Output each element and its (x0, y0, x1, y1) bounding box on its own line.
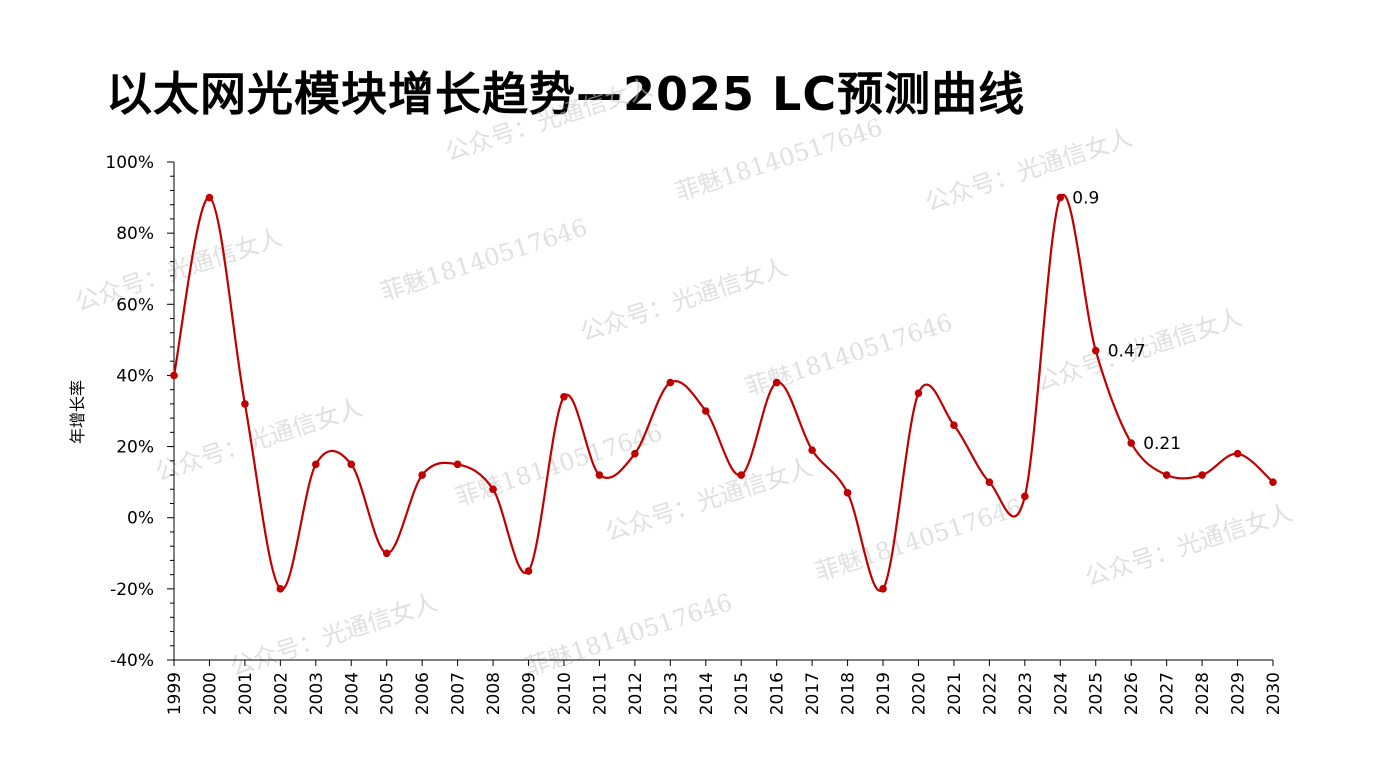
y-tick-label: 40% (116, 366, 154, 386)
data-label: 0.47 (1108, 342, 1146, 362)
x-tick-label: 2025 (1087, 672, 1107, 715)
x-tick-label: 2028 (1193, 672, 1213, 715)
data-labels: 0.9 0.47 0.21 (1072, 189, 1181, 454)
data-point (879, 585, 887, 593)
x-tick-label: 2021 (945, 672, 965, 715)
data-point (950, 421, 958, 430)
data-point (312, 460, 320, 469)
y-tick-label: -20% (110, 580, 154, 600)
x-tick-label: 2024 (1051, 672, 1071, 715)
chart-title: 以太网光模块增长趋势—2025 LC预测曲线 (106, 67, 1026, 121)
data-point (737, 471, 746, 479)
x-tick-label: 2016 (768, 672, 788, 715)
x-tick-label: 2026 (1122, 672, 1142, 715)
x-tick-label: 2009 (520, 672, 540, 715)
data-point (276, 585, 285, 593)
data-point (843, 489, 852, 497)
x-tick-label: 2020 (909, 672, 929, 715)
y-tick-label: 20% (116, 438, 154, 458)
data-point (241, 400, 249, 408)
data-point (1021, 492, 1029, 501)
data-label: 0.21 (1143, 434, 1181, 454)
axes (167, 161, 1274, 666)
x-tick-label: 2008 (484, 672, 504, 715)
data-points (170, 193, 1277, 593)
data-point (1269, 478, 1277, 486)
x-tick-label: 2013 (661, 672, 681, 715)
data-point (347, 460, 356, 469)
data-point (701, 407, 710, 415)
x-tick-label: 2002 (271, 672, 291, 715)
data-point (560, 392, 568, 401)
data-point (808, 446, 816, 454)
series-line (172, 193, 1274, 592)
y-tick-label: -40% (110, 651, 154, 671)
x-tick-label: 2004 (342, 672, 362, 715)
y-tick-label: 0% (127, 509, 154, 529)
y-tick-label: 80% (116, 224, 154, 244)
x-tick-label: 2023 (1016, 672, 1036, 715)
data-point (631, 449, 639, 458)
data-point (1162, 471, 1171, 479)
x-tick-label: 2029 (1229, 672, 1249, 715)
x-tick-label: 2001 (236, 672, 256, 715)
data-point (382, 549, 391, 558)
x-tick-label: 2012 (626, 672, 646, 715)
data-point (914, 389, 923, 398)
data-point (524, 567, 533, 575)
y-tick-labels: -40% -20% 0% 20% 40% 60% 80% 100% (105, 153, 154, 671)
y-axis-label: 年增长率 (68, 380, 87, 444)
data-point (205, 193, 214, 202)
data-label: 0.9 (1072, 189, 1099, 209)
x-tick-label: 1999 (165, 672, 185, 715)
x-tick-label: 2017 (803, 672, 823, 715)
x-tick-label: 2022 (980, 672, 1000, 715)
x-tick-label: 2006 (413, 672, 433, 715)
data-point (170, 371, 178, 380)
x-tick-label: 2007 (449, 672, 469, 715)
data-point (985, 478, 994, 486)
x-tick-label: 2019 (874, 672, 894, 715)
y-tick-label: 100% (105, 153, 154, 173)
data-point (1233, 449, 1242, 458)
data-point (772, 378, 781, 387)
x-tick-label: 2030 (1264, 672, 1284, 715)
data-point (595, 471, 604, 479)
data-point (453, 460, 462, 469)
x-tick-label: 2010 (555, 672, 575, 715)
data-point (1056, 193, 1065, 202)
data-point (489, 485, 497, 494)
data-point (1198, 471, 1206, 479)
data-point (1091, 346, 1100, 355)
x-tick-label: 2018 (839, 672, 859, 715)
y-tick-label: 60% (116, 295, 154, 315)
x-tick-label: 2015 (732, 672, 752, 715)
x-tick-label: 2027 (1158, 672, 1178, 715)
data-point (666, 378, 675, 387)
x-tick-label: 2003 (307, 672, 327, 715)
data-point (418, 471, 426, 479)
x-tick-label: 2000 (200, 672, 220, 715)
x-tick-label: 2011 (590, 672, 610, 715)
data-point (1127, 439, 1135, 447)
x-tick-label: 2014 (697, 672, 717, 715)
x-tick-labels: 1999 2000 2001 2002 2003 2004 2005 2006 2007 2008… (165, 672, 1284, 715)
x-tick-label: 2005 (378, 672, 398, 715)
